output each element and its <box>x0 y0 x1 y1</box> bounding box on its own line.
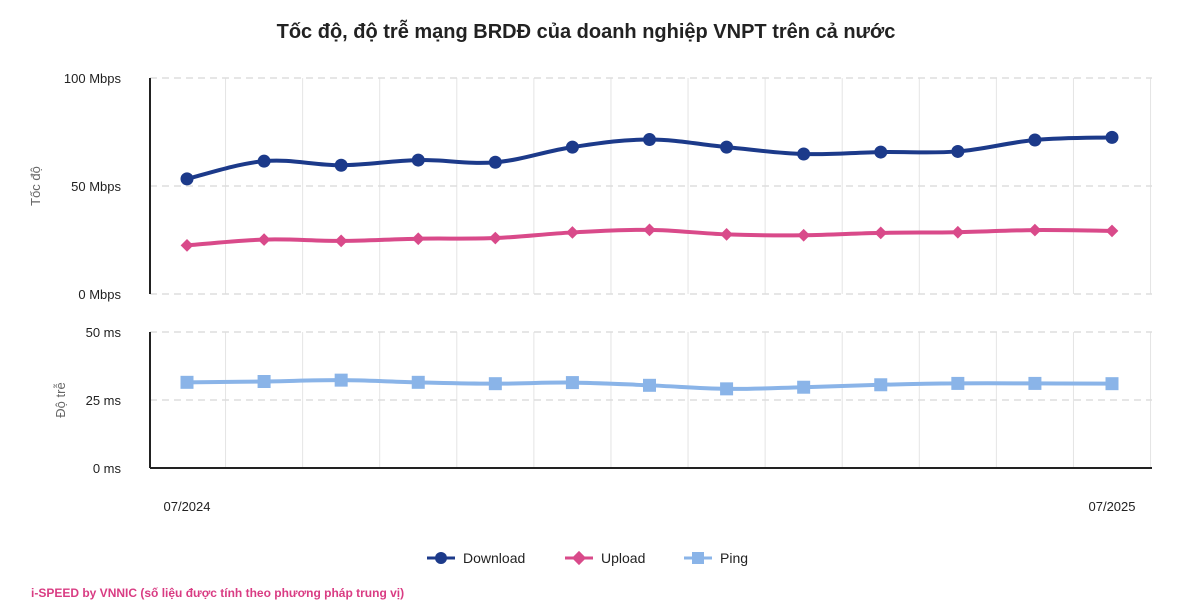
ping-point <box>1028 376 1042 390</box>
upload-point <box>951 225 965 239</box>
series-ping <box>180 373 1119 396</box>
legend: Download Upload Ping <box>427 550 748 566</box>
ping-point <box>180 375 194 389</box>
legend-label-download: Download <box>463 550 525 566</box>
ping-point <box>951 376 965 390</box>
download-point <box>951 144 965 158</box>
speed-y-tick-label: 0 Mbps <box>78 287 121 302</box>
upload-point <box>566 226 579 239</box>
ping-point <box>334 373 348 387</box>
latency-y-tick-label: 50 ms <box>86 325 122 340</box>
upload-point <box>1105 224 1119 238</box>
ping-point <box>1105 377 1119 391</box>
legend-label-ping: Ping <box>720 550 748 566</box>
download-point <box>1105 130 1119 144</box>
ping-point <box>797 380 811 394</box>
download-point <box>643 133 656 147</box>
ping-point <box>257 375 271 389</box>
legend-item-upload[interactable]: Upload <box>565 550 645 566</box>
download-point <box>565 140 579 154</box>
upload-point <box>720 228 733 241</box>
upload-point <box>257 233 271 246</box>
ping-point <box>874 378 888 392</box>
speed-y-tick-label: 50 Mbps <box>71 179 121 194</box>
legend-label-upload: Upload <box>601 550 645 566</box>
legend-marker-upload <box>571 550 587 566</box>
upload-point <box>874 226 888 240</box>
download-point <box>1028 133 1042 147</box>
series-layer <box>180 130 1119 396</box>
series-download <box>180 130 1119 186</box>
speed-axis-title: Tốc độ <box>28 166 43 206</box>
latency-grid <box>150 331 1152 468</box>
legend-item-ping[interactable]: Ping <box>684 550 748 566</box>
speed-grid <box>150 77 1152 295</box>
ping-point <box>643 378 656 392</box>
download-point <box>797 147 811 161</box>
series-upload <box>180 223 1119 252</box>
source-note: i-SPEED by VNNIC (số liệu được tính theo… <box>31 586 405 600</box>
upload-point <box>334 234 348 248</box>
latency-axis-title: Độ trễ <box>53 382 68 417</box>
download-point <box>874 145 888 159</box>
download-point <box>180 172 194 186</box>
upload-point <box>797 228 811 242</box>
legend-marker-ping <box>692 552 704 564</box>
latency-y-ticks: 0 ms 25 ms 50 ms <box>86 325 122 476</box>
ping-point <box>411 375 425 389</box>
download-point <box>257 154 271 168</box>
latency-y-tick-label: 0 ms <box>93 461 122 476</box>
ping-point <box>720 382 734 396</box>
x-tick-label-end: 07/2025 <box>1089 499 1136 514</box>
ping-point <box>488 377 502 391</box>
upload-point <box>180 239 194 252</box>
download-point <box>720 140 734 154</box>
speed-y-tick-label: 100 Mbps <box>64 71 122 86</box>
legend-marker-download <box>435 552 447 564</box>
ping-point <box>565 376 579 390</box>
download-point <box>411 153 425 167</box>
x-tick-label-start: 07/2024 <box>164 499 211 514</box>
download-point <box>334 158 348 172</box>
download-point <box>488 155 502 169</box>
legend-item-download[interactable]: Download <box>427 550 525 566</box>
speed-y-ticks: 0 Mbps 50 Mbps 100 Mbps <box>64 71 122 302</box>
upload-point <box>643 223 656 237</box>
upload-point <box>488 231 502 245</box>
upload-point <box>1028 223 1042 237</box>
upload-point <box>411 232 425 246</box>
chart-title: Tốc độ, độ trễ mạng BRDĐ của doanh nghiệ… <box>277 19 896 43</box>
latency-y-tick-label: 25 ms <box>86 393 122 408</box>
